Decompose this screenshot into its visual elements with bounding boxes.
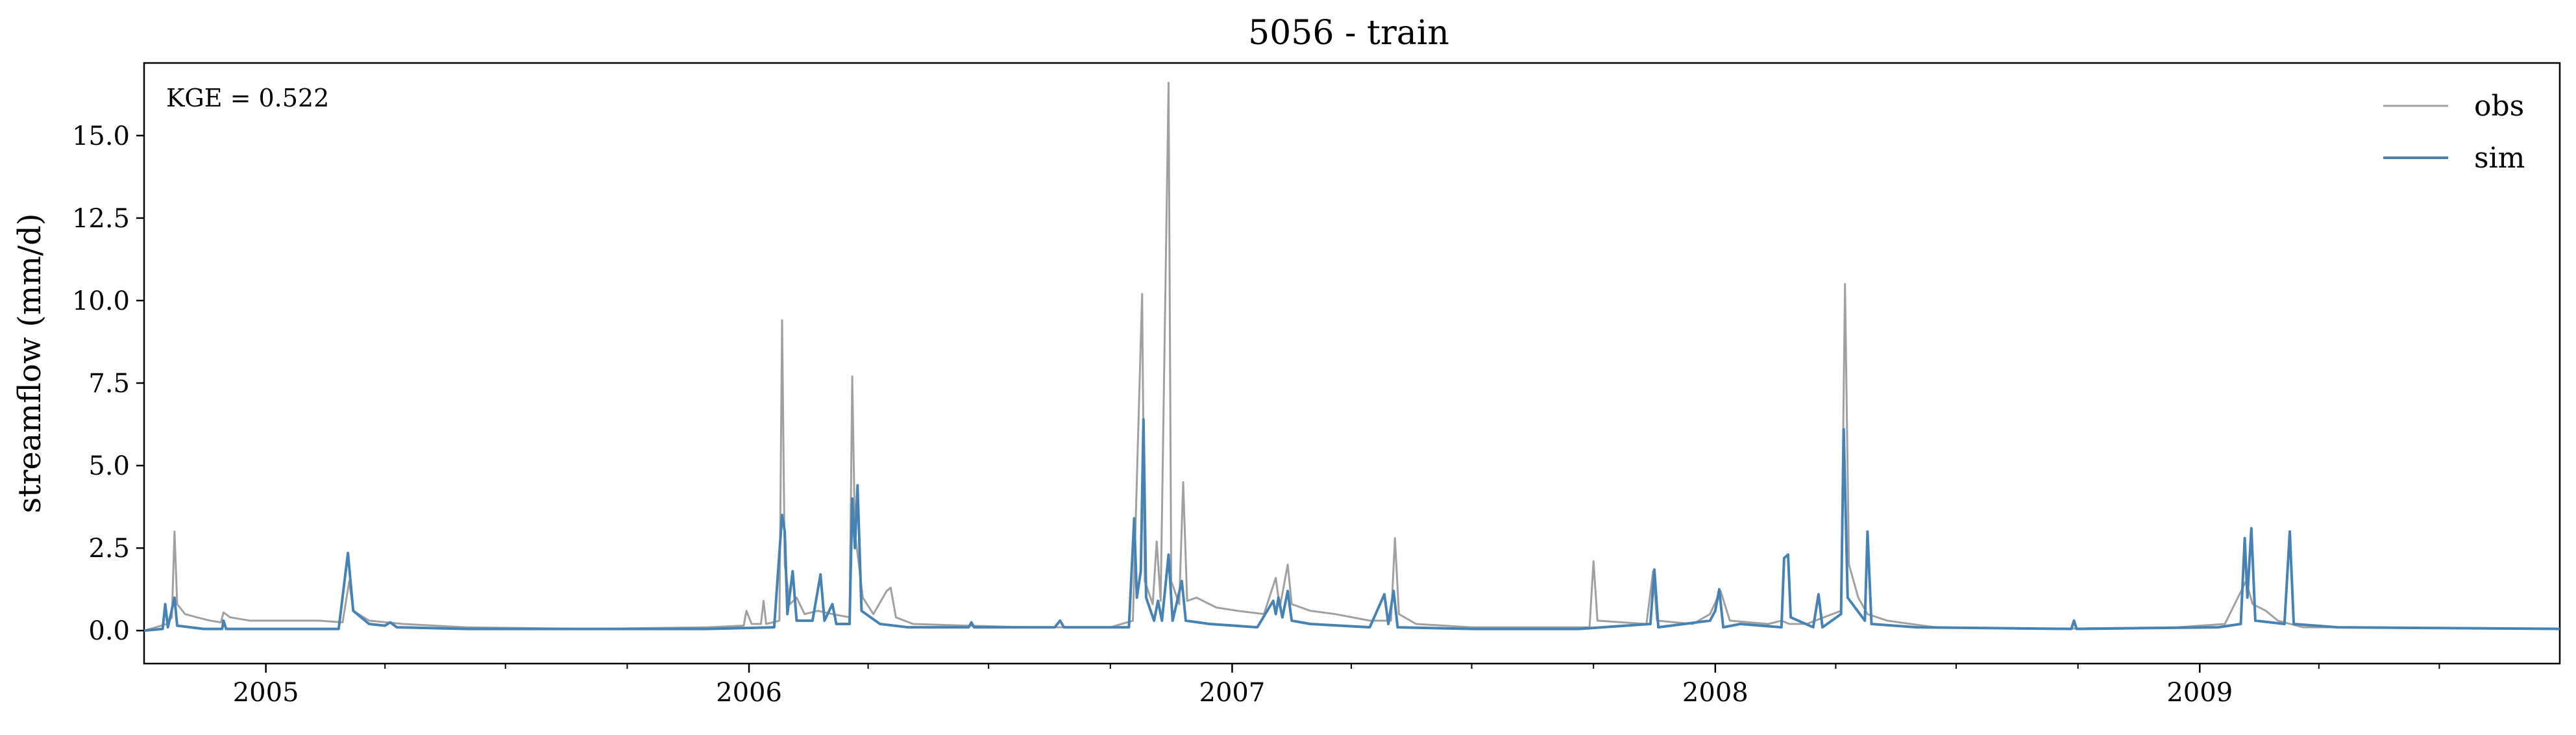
y-tick-label: 15.0: [72, 121, 130, 151]
x-axis: 2005 2006 2007 2008 2009: [233, 664, 2440, 708]
y-tick-label: 0.0: [88, 616, 130, 646]
y-tick-label: 5.0: [88, 451, 130, 481]
x-tick-label: 2005: [233, 678, 299, 708]
y-tick-label: 10.0: [72, 286, 130, 316]
legend-label-obs: obs: [2474, 90, 2524, 123]
kge-annotation: KGE = 0.522: [166, 84, 329, 112]
plot-area: 0.02.55.07.510.012.515.0 2005 2006 2007 200…: [72, 62, 2561, 708]
y-tick-label: 7.5: [88, 369, 130, 399]
series-layer: [143, 82, 2560, 632]
x-tick-label: 2009: [2166, 678, 2233, 708]
legend: obs sim: [2383, 90, 2525, 175]
x-tick-label: 2007: [1199, 678, 1266, 708]
chart-title: 5056 - train: [1248, 14, 1449, 53]
plot-frame: [143, 62, 2561, 665]
x-tick-label: 2006: [716, 678, 782, 708]
y-tick-label: 2.5: [88, 534, 130, 564]
legend-label-sim: sim: [2474, 142, 2525, 175]
x-tick-label: 2008: [1682, 678, 1748, 708]
y-axis-title: streamflow (mm/d): [12, 213, 48, 513]
y-tick-label: 12.5: [72, 204, 130, 234]
series-line-sim: [143, 417, 2560, 632]
series-line-obs: [143, 82, 2560, 632]
y-axis: 0.0 2.5 5.0 7.5 10.0 12.5 15.0: [72, 121, 144, 646]
